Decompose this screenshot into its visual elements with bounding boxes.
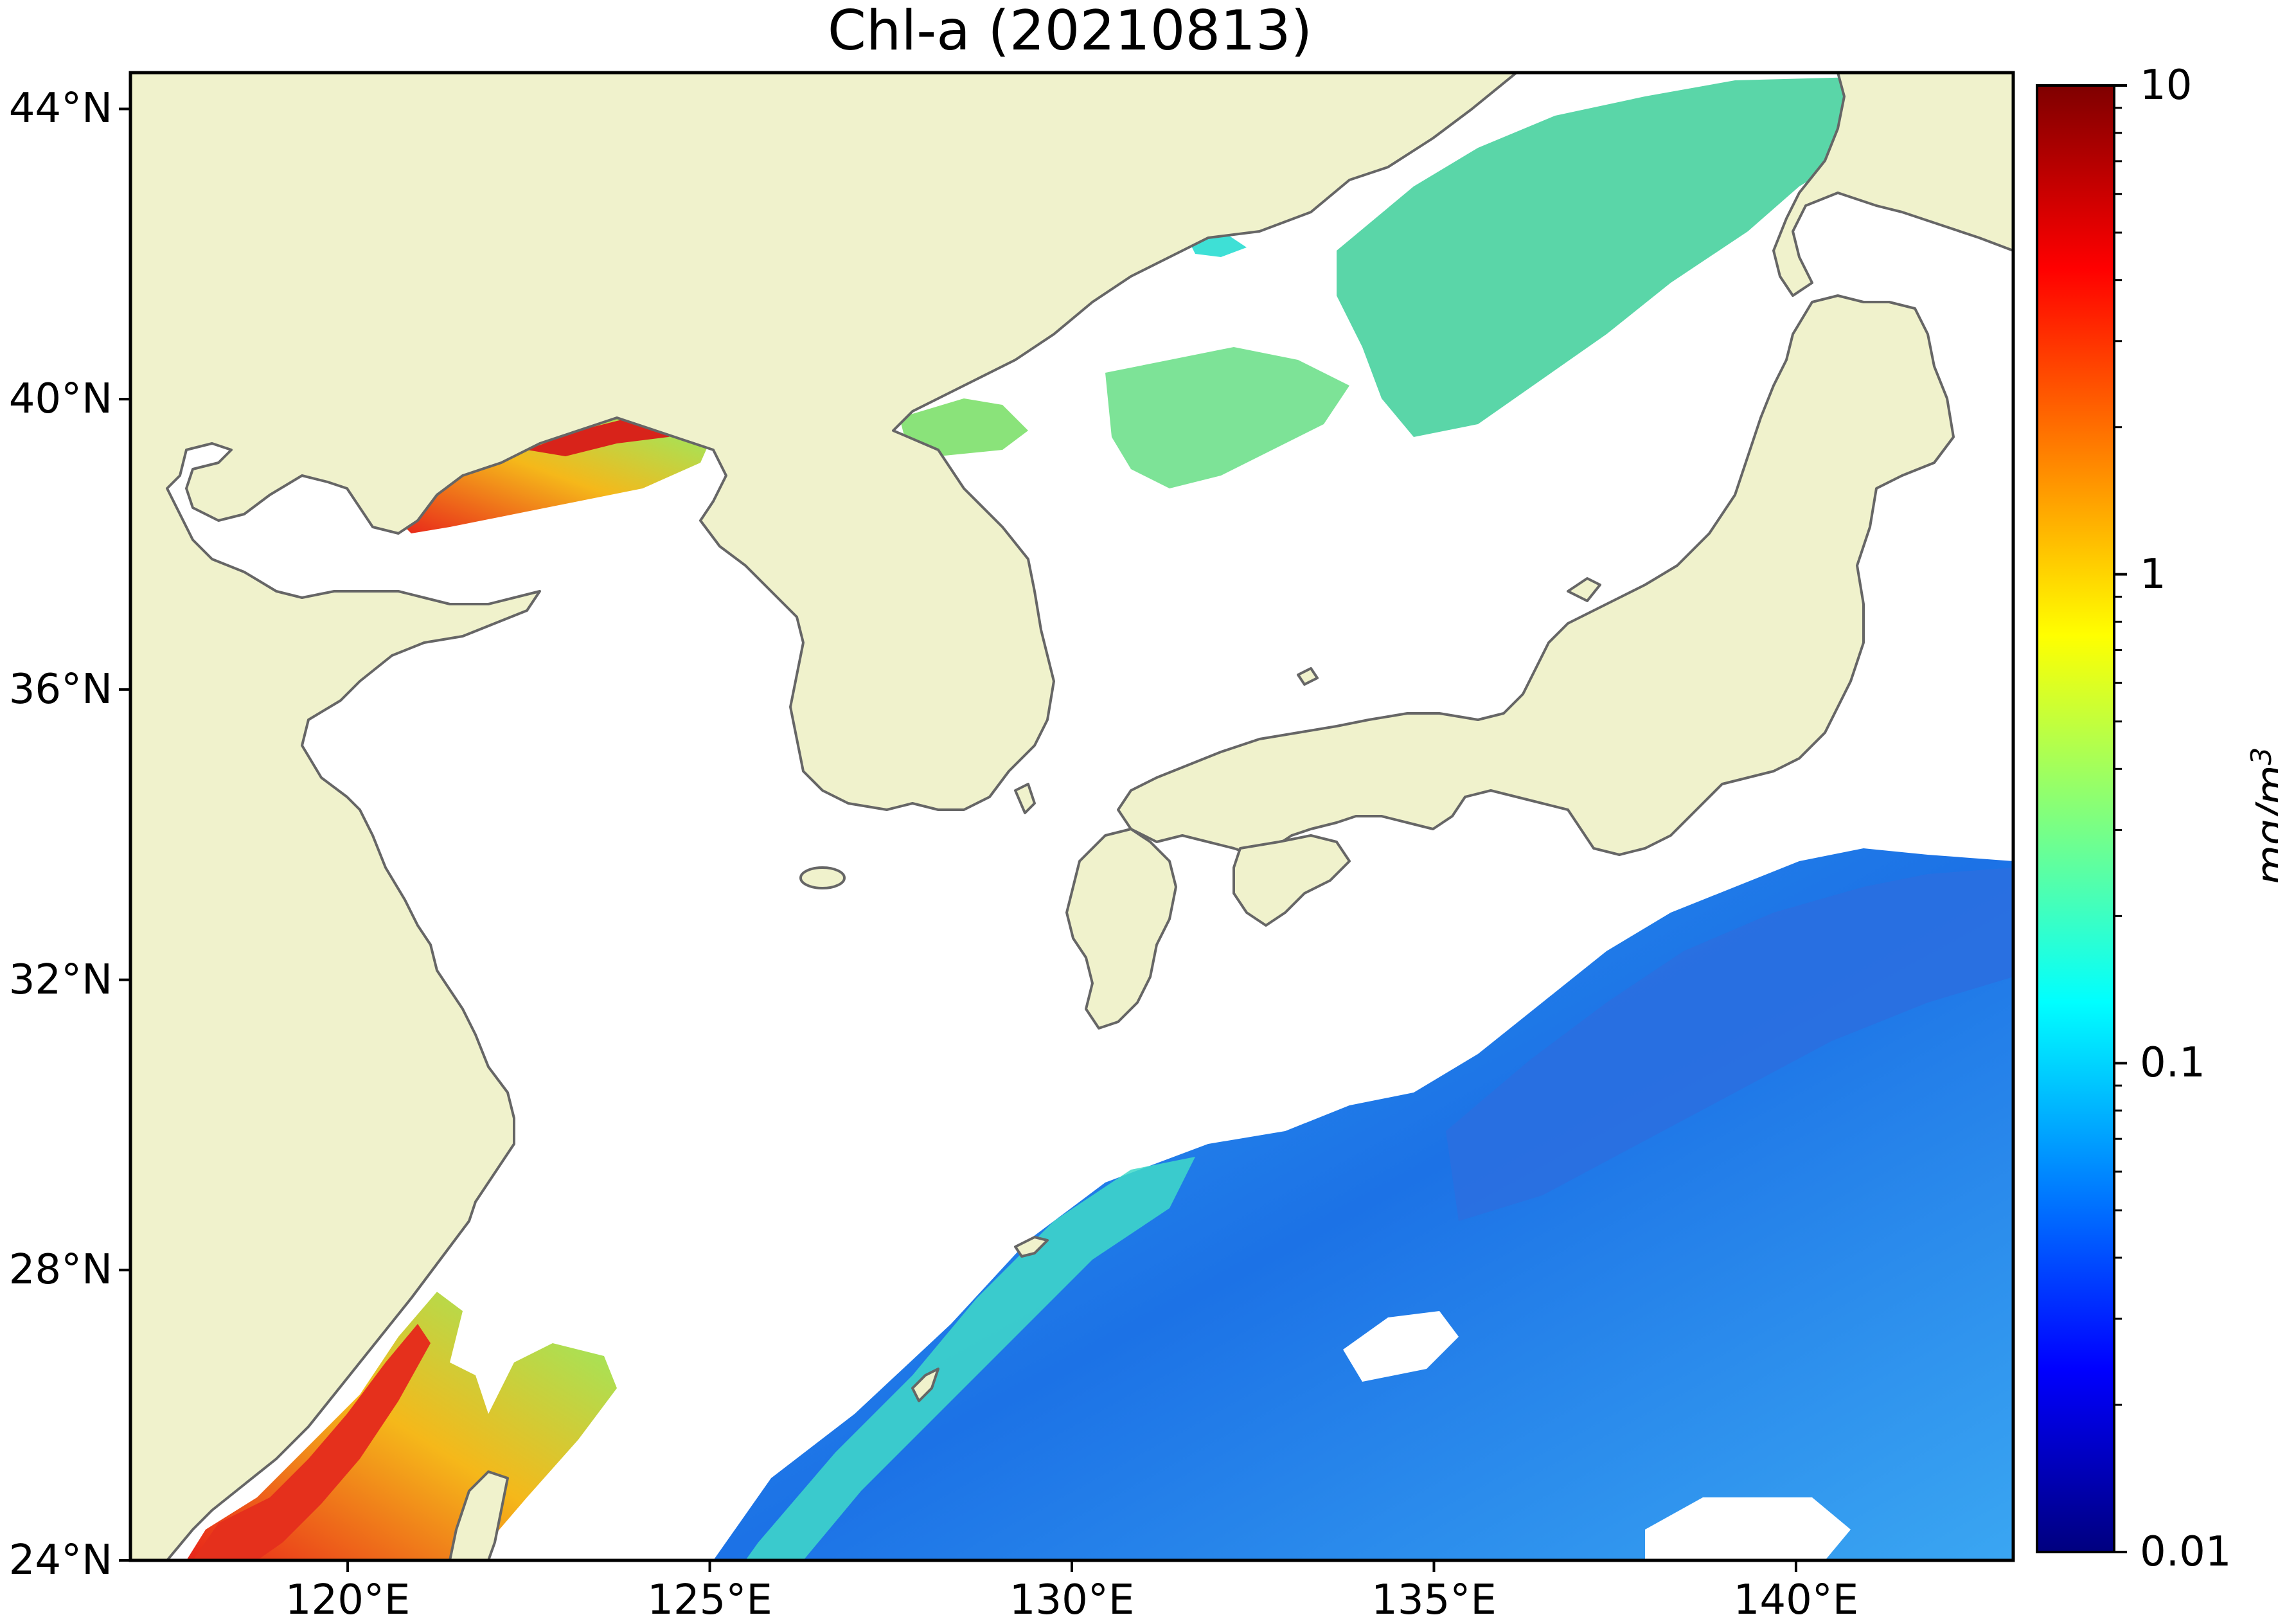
honshu [1117, 294, 1955, 856]
oki-island [1297, 667, 1319, 686]
colorbar-unit-text: mg/m [2248, 765, 2278, 886]
hokkaido [1772, 73, 2013, 297]
okinawa-island [911, 1368, 939, 1402]
colorbar-unit-superscript: 3 [2245, 747, 2278, 765]
strait-red-bloom [193, 1324, 431, 1560]
lat-tick-label: 44°N [8, 85, 112, 133]
pacific-upper-band [1446, 868, 2013, 1221]
lon-tick-label: 135°E [1371, 1576, 1497, 1624]
cloud-gap-south [1645, 1497, 1851, 1560]
korea-bay-bloom [392, 415, 713, 533]
lon-tick-label: 120°E [285, 1576, 411, 1624]
map-ticks [119, 107, 1797, 1572]
lat-tick-label: 24°N [8, 1537, 112, 1584]
colorbar-tick-label: 0.01 [2140, 1528, 2232, 1576]
colorbar-unit-label: mg/m3 [2239, 720, 2278, 913]
amami-island [1014, 1236, 1049, 1258]
map-plot-area [130, 73, 2013, 1560]
lat-tick-label: 40°N [8, 375, 112, 424]
taiwan [449, 1470, 509, 1560]
jeju-island [799, 866, 846, 889]
sea-of-japan-northeast [1337, 77, 1896, 437]
colorbar-frame [2036, 84, 2115, 1553]
colorbar-tick-label: 10 [2140, 62, 2193, 109]
lat-tick-label: 28°N [8, 1246, 112, 1294]
shikoku [1232, 834, 1351, 927]
kuroshio-green-band [745, 1157, 1195, 1560]
lon-tick-label: 125°E [647, 1576, 772, 1624]
lon-tick-label: 130°E [1009, 1576, 1135, 1624]
asia-mainland [130, 73, 1518, 1560]
chlorophyll-swaths [186, 77, 2013, 1560]
colorbar-ticks [2114, 84, 2127, 1553]
map-title: Chl-a (20210813) [827, 0, 1313, 63]
landmasses [130, 73, 2013, 1560]
lat-tick-label: 36°N [8, 665, 112, 713]
colorbar-gradient [2037, 85, 2114, 1552]
cloud-gap [1343, 1311, 1459, 1382]
sado-island [1567, 577, 1601, 602]
colorbar-tick-label: 0.1 [2140, 1039, 2205, 1087]
lon-tick-label: 140°E [1733, 1576, 1859, 1624]
colorbar-tick-label: 1 [2140, 550, 2166, 598]
kyushu [1065, 828, 1177, 1030]
east-korea-bay-patch [900, 398, 1028, 456]
tsushima-island [1014, 783, 1036, 814]
sea-of-japan-central [1105, 347, 1349, 488]
lat-tick-label: 32°N [8, 956, 112, 1004]
